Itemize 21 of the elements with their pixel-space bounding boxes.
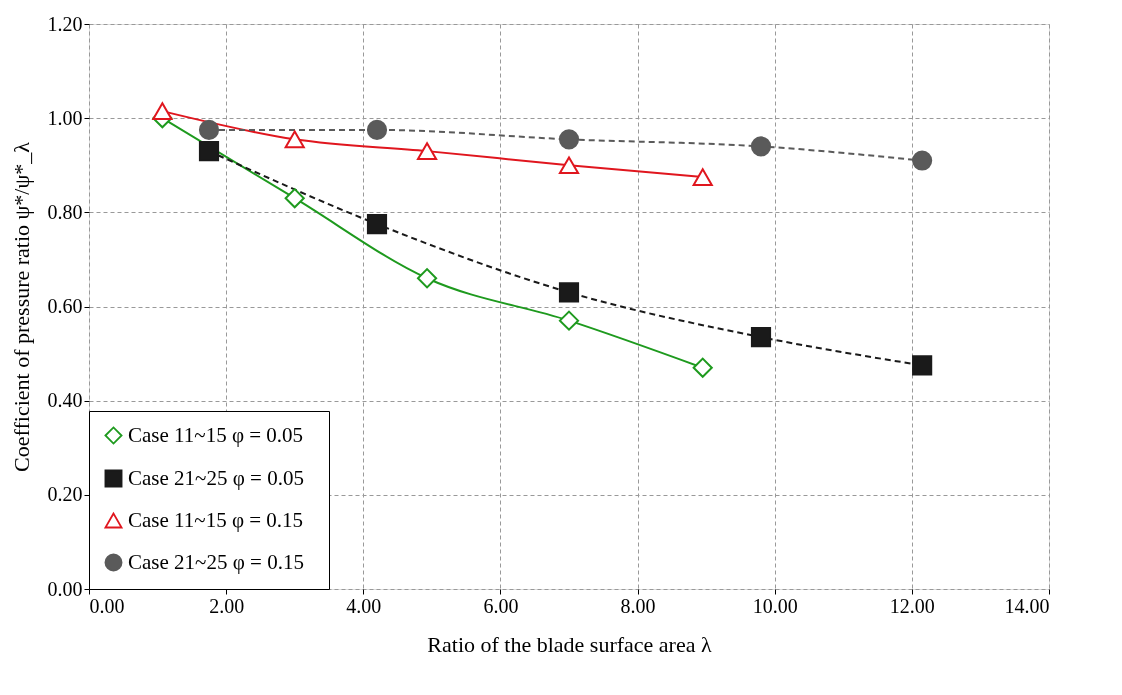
x-tick-label: 8.00	[620, 594, 656, 617]
x-tick-label: 2.00	[209, 594, 245, 617]
y-tick-label: 0.60	[47, 295, 83, 317]
y-tick-label: 0.40	[47, 389, 83, 412]
x-tick-label: 12.00	[889, 594, 935, 617]
x-tick-label: 4.00	[346, 594, 382, 617]
y-tick-label: 0.80	[47, 200, 83, 223]
x-tick-label: 14.00	[1004, 594, 1050, 617]
y-tick-label: 1.00	[47, 106, 83, 129]
y-tick-label: 1.20	[47, 12, 83, 35]
legend-label: Case 11~15 φ = 0.05	[128, 422, 304, 447]
y-tick-label: 0.00	[47, 577, 83, 600]
x-axis-title: Ratio of the blade surface area λ	[427, 631, 712, 657]
legend-label: Case 21~25 φ = 0.15	[128, 549, 304, 574]
legend-label: Case 21~25 φ = 0.05	[128, 465, 304, 490]
legend-label: Case 11~15 φ = 0.15	[128, 507, 304, 532]
x-tick-label: 10.00	[752, 594, 798, 617]
x-tick-label: 0.00	[89, 594, 125, 617]
y-axis-title: Coefficient of pressure ratio ψ*/ψ*_λ	[8, 141, 34, 472]
x-tick-label: 6.00	[483, 594, 519, 617]
y-tick-label: 0.20	[47, 483, 83, 506]
